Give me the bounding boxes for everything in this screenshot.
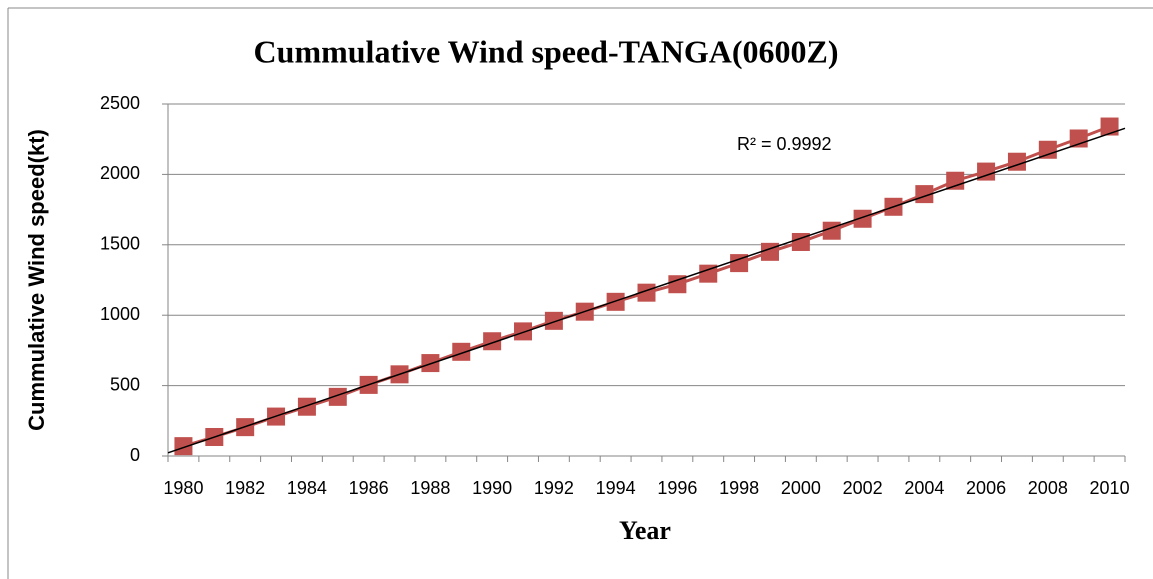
x-tick-label: 1982 [225, 478, 265, 498]
x-tick-label: 2002 [843, 478, 883, 498]
x-tick-label: 2000 [781, 478, 821, 498]
y-tick-label: 1000 [100, 304, 140, 324]
marker [853, 209, 872, 228]
marker [699, 264, 718, 283]
y-tick-label: 2000 [100, 163, 140, 183]
y-tick-label: 1500 [100, 234, 140, 254]
annotation: R² = 0.9992 [737, 134, 832, 154]
x-tick-label: 1980 [163, 478, 203, 498]
chart-title: Cummulative Wind speed-TANGA(0600Z) [254, 33, 839, 69]
x-tick-label: 1984 [287, 478, 327, 498]
x-tick-label: 2006 [966, 478, 1006, 498]
x-tick-label: 1988 [410, 478, 450, 498]
marker [637, 283, 656, 302]
marker [977, 162, 996, 181]
marker [1100, 117, 1119, 136]
x-tick-label: 1994 [596, 478, 636, 498]
marker [483, 332, 502, 351]
y-tick-label: 2500 [100, 93, 140, 113]
y-axis-label: Cummulative Wind speed(kt) [24, 129, 49, 431]
x-tick-label: 2010 [1090, 478, 1130, 498]
marker [514, 322, 533, 341]
x-tick-label: 1992 [534, 478, 574, 498]
y-tick-label: 500 [110, 374, 140, 394]
x-tick-label: 2008 [1028, 478, 1068, 498]
marker [760, 242, 779, 261]
x-tick-label: 1986 [349, 478, 389, 498]
marker [452, 342, 471, 361]
marker [328, 387, 347, 406]
marker [730, 254, 749, 273]
marker [544, 311, 563, 330]
marker [174, 437, 193, 456]
marker [297, 397, 316, 416]
x-tick-label: 2004 [904, 478, 944, 498]
marker [1007, 152, 1026, 171]
x-tick-label: 1998 [719, 478, 759, 498]
marker [946, 171, 965, 190]
x-tick-label: 1996 [657, 478, 697, 498]
trendline [167, 127, 1126, 454]
marker [606, 292, 625, 311]
marker [822, 221, 841, 240]
y-tick-label: 0 [130, 445, 140, 465]
x-tick-label: 1990 [472, 478, 512, 498]
marker [1038, 140, 1057, 159]
x-axis-label: Year [619, 516, 671, 545]
marker [668, 275, 687, 294]
